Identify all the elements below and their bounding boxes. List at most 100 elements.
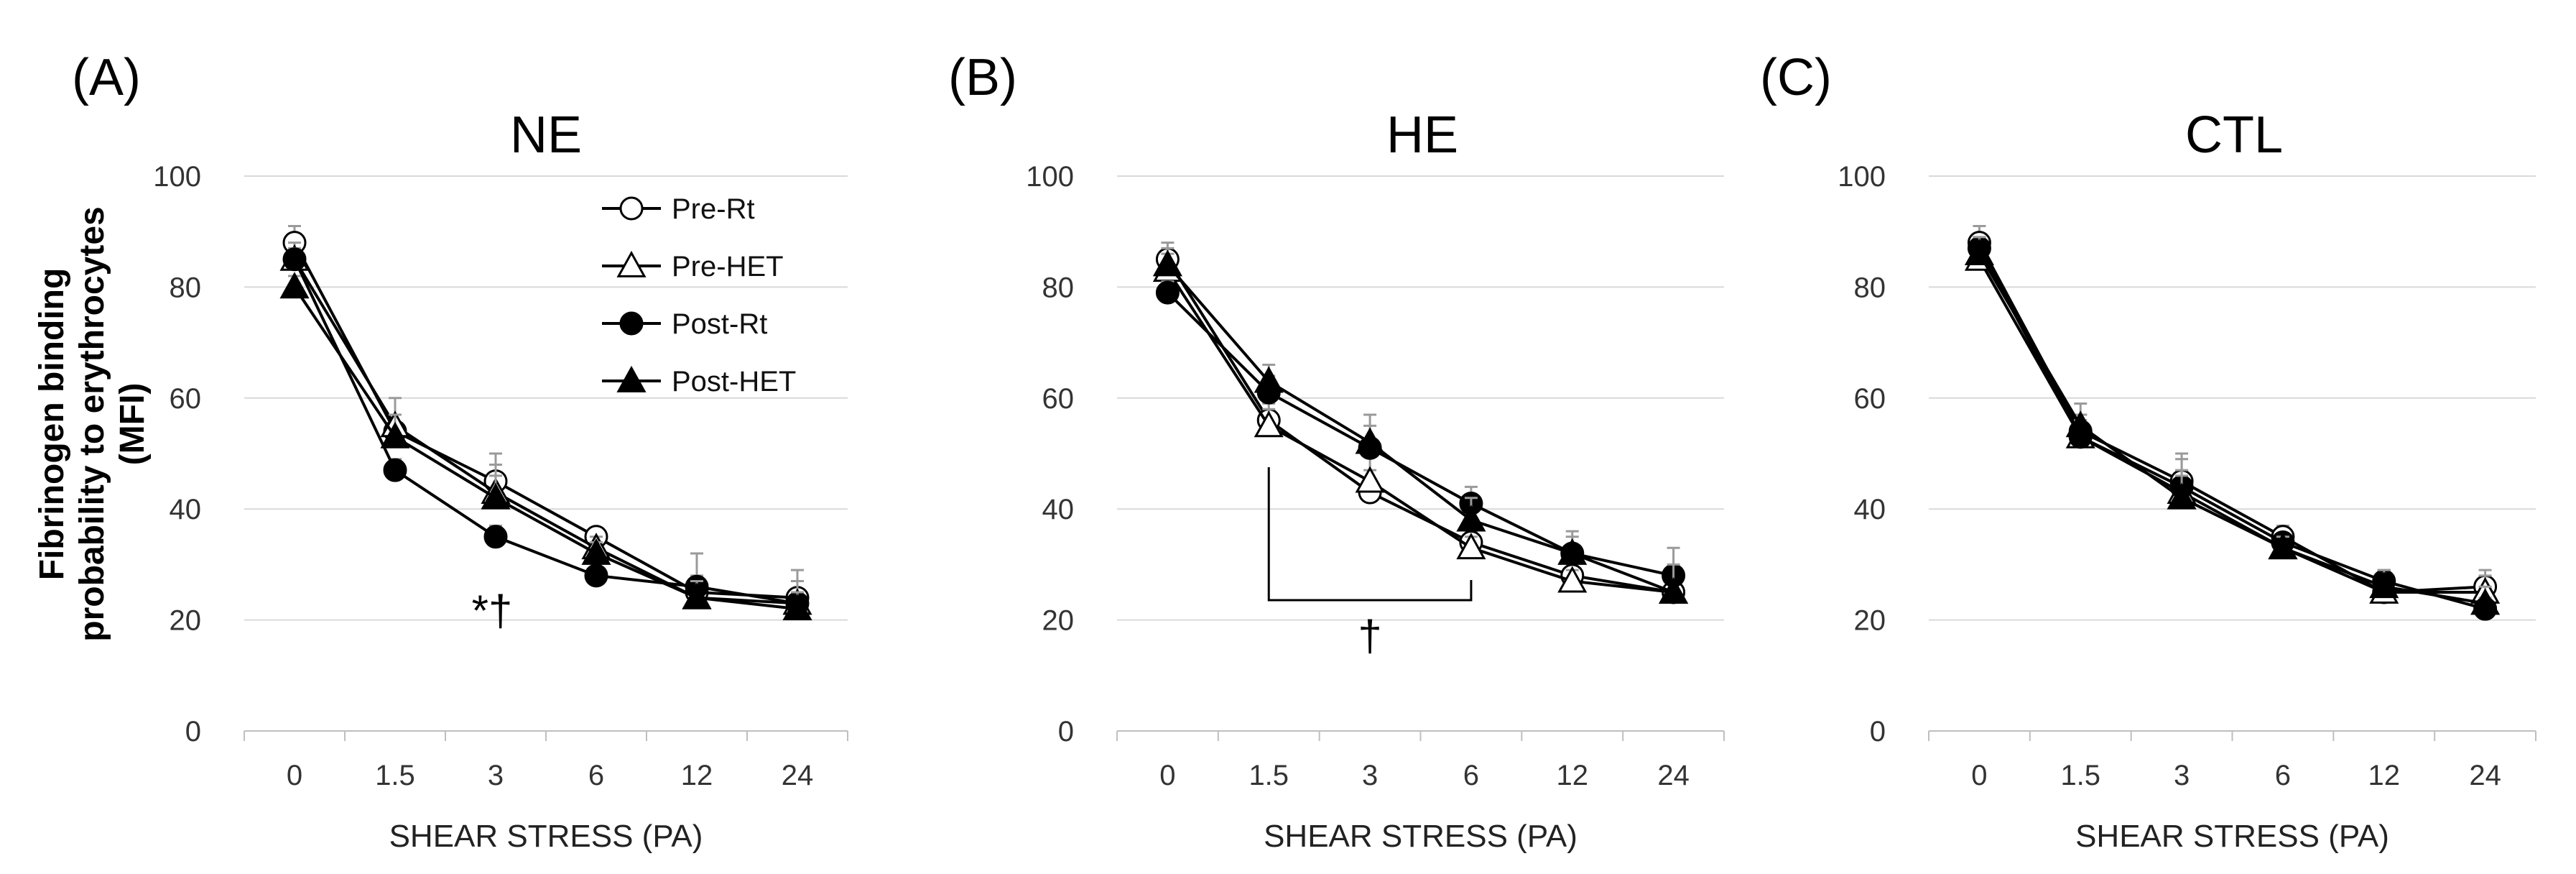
data-point	[481, 482, 511, 510]
series-post-rt	[282, 247, 810, 615]
legend-marker	[616, 250, 647, 277]
series-post-het	[1964, 236, 2501, 615]
data-point	[483, 525, 508, 549]
x-tick-label: 6	[2275, 760, 2291, 791]
data-point	[2369, 571, 2399, 599]
series-pre-het	[1964, 242, 2501, 604]
series-line	[1166, 270, 1674, 594]
x-tick-label: 3	[488, 760, 504, 791]
legend: Pre-Rt Pre-HET Post-Rt Post-HET	[602, 193, 796, 397]
data-point	[380, 421, 410, 448]
y-tick-label: 40	[170, 494, 202, 525]
y-tick-label: 0	[185, 716, 201, 748]
x-axis-title: SHEAR STRESS (PA)	[389, 819, 703, 854]
legend-marker	[619, 311, 644, 336]
data-point	[282, 247, 307, 272]
significance-bracket	[1267, 467, 1473, 602]
chart-panel-he: (B) HE 0 20 40 60 80 100 0 1.5 3 6 12 24 SHEAR STRESS …	[948, 49, 1725, 854]
series-pre-rt	[1967, 224, 2498, 604]
x-tick-label: 6	[1463, 760, 1479, 791]
y-tick-label: 100	[153, 161, 201, 193]
data-point	[2065, 410, 2095, 438]
panel-letter: (C)	[1760, 49, 1832, 106]
data-point	[581, 538, 611, 565]
data-point	[682, 582, 712, 610]
legend-label: Post-HET	[672, 366, 796, 397]
series-line	[1978, 253, 2485, 605]
chart-panel-ne: (A) NE 0 20 40 60 80 100 0 1.5 3 6 12 24 SHEAR STRESS …	[72, 49, 848, 854]
y-tick-label: 60	[1042, 383, 1075, 415]
x-tick-label: 0	[287, 760, 302, 791]
data-point	[1557, 566, 1588, 593]
series-line	[1978, 258, 2485, 594]
data-point	[1254, 410, 1284, 438]
chart-title: HE	[1386, 106, 1458, 164]
data-point	[383, 458, 407, 482]
series-post-het	[1152, 247, 1689, 604]
series-pre-rt	[1155, 242, 1686, 604]
x-tick-label: 0	[1159, 760, 1175, 791]
x-axis-title: SHEAR STRESS (PA)	[2075, 819, 2389, 854]
series-pre-het	[1152, 252, 1689, 604]
legend-marker	[616, 365, 647, 392]
series-pre-het	[279, 242, 812, 615]
y-tick-label: 60	[170, 383, 202, 415]
x-tick-label: 24	[1657, 760, 1690, 791]
x-tick-label: 1.5	[2060, 760, 2100, 791]
legend-marker	[619, 196, 644, 221]
data-point	[1155, 280, 1180, 305]
chart-panel-ctl: (C) CTL 0 20 40 60 80 100 0 1.5 3 6 12 24 SHEAR STRESS…	[1760, 49, 2536, 854]
x-tick-label: 1.5	[1248, 760, 1289, 791]
x-tick-label: 0	[1971, 760, 1987, 791]
series-pre-rt	[282, 224, 810, 610]
y-tick-label: 40	[1854, 494, 1886, 525]
y-axis-title: Fibrinogen binding probability to erythr…	[33, 206, 152, 641]
y-tick-label: 20	[170, 605, 202, 637]
y-tick-label: 100	[1026, 161, 1074, 193]
y-tick-label: 100	[1838, 161, 1886, 193]
series-line	[1978, 242, 2485, 594]
y-tick-label: 80	[1854, 272, 1886, 303]
y-axis-title-line-2: probability to erythrocytes	[73, 206, 111, 641]
x-tick-label: 1.5	[375, 760, 415, 791]
series-line	[1166, 258, 1674, 594]
x-tick-label: 6	[588, 760, 604, 791]
x-tick-label: 24	[2469, 760, 2501, 791]
data-point	[782, 594, 812, 621]
y-tick-label: 20	[1042, 605, 1075, 637]
y-tick-label: 20	[1854, 605, 1886, 637]
series-post-rt	[1155, 280, 1686, 588]
legend-item-pre-het: Pre-HET	[602, 250, 784, 282]
y-tick-label: 40	[1042, 494, 1075, 525]
panel-letter: (B)	[948, 49, 1017, 106]
y-tick-label: 60	[1854, 383, 1886, 415]
x-tick-label: 24	[782, 760, 814, 791]
series-line	[1978, 247, 2486, 611]
data-point	[1355, 427, 1385, 454]
significance-marker: †	[1358, 612, 1381, 660]
chart-title: CTL	[2185, 106, 2283, 164]
data-point	[1456, 533, 1486, 560]
series-post-het	[279, 272, 812, 621]
data-point	[2167, 482, 2197, 510]
data-point	[2268, 533, 2298, 560]
panel-letter: (A)	[72, 49, 141, 106]
x-tick-label: 12	[681, 760, 713, 791]
chart-title: NE	[510, 106, 582, 164]
y-axis-title-line-3: (MFI)	[113, 383, 152, 466]
x-tick-label: 3	[2174, 760, 2190, 791]
data-point	[1254, 366, 1284, 393]
series-line	[293, 286, 798, 611]
series-line	[1166, 264, 1674, 594]
data-point	[279, 272, 310, 299]
y-tick-label: 0	[1870, 716, 1886, 748]
legend-label: Pre-Rt	[672, 193, 755, 225]
y-tick-label: 0	[1058, 716, 1074, 748]
data-point	[1355, 466, 1385, 493]
y-axis-title-line-1: Fibrinogen binding	[33, 268, 71, 581]
legend-item-post-het: Post-HET	[602, 365, 796, 397]
legend-label: Post-Rt	[672, 308, 767, 340]
y-tick-label: 80	[1042, 272, 1075, 303]
data-point	[584, 564, 608, 588]
